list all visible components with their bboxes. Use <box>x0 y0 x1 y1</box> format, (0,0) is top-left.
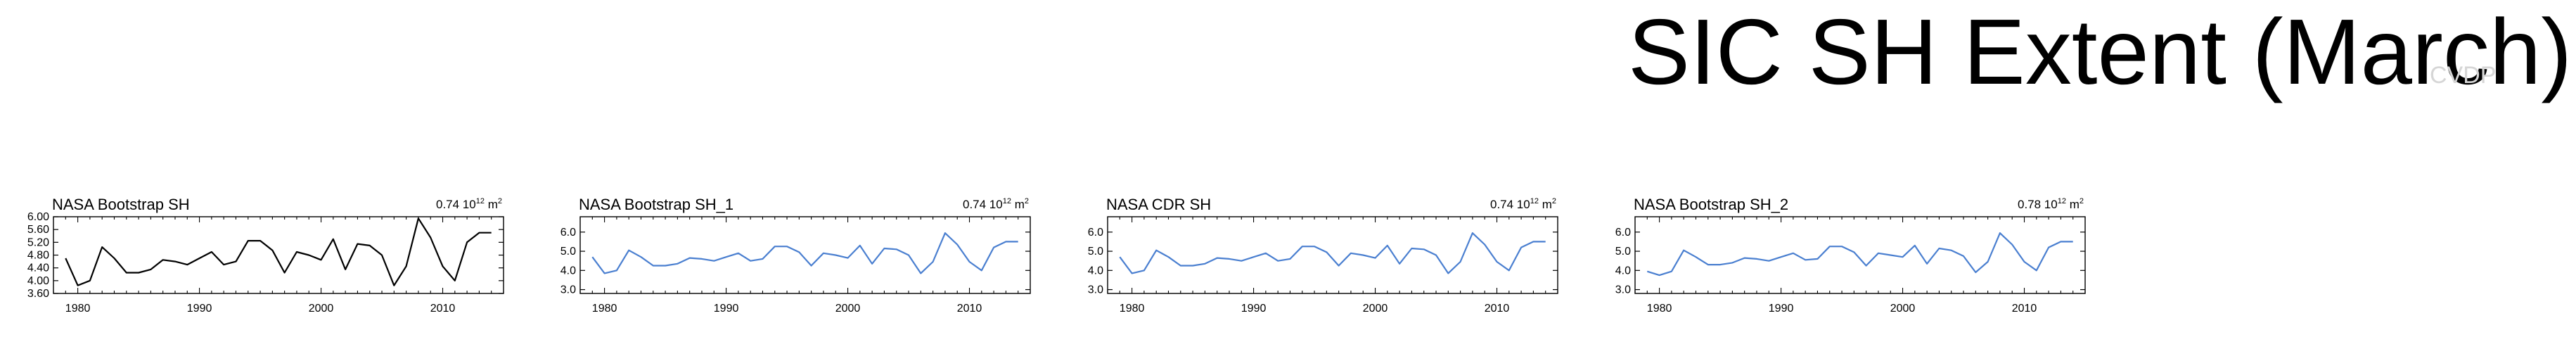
chart-panel-2: NASA Bootstrap SH_1 0.74 1012 m2 3.0 4.0 5.0… <box>560 196 1031 315</box>
y-tick-label: 6.00 <box>27 211 49 223</box>
y-tick-label: 4.0 <box>560 265 576 277</box>
y-tick-label: 4.40 <box>27 262 49 274</box>
y-tick-label: 5.20 <box>27 236 49 248</box>
panel-title: NASA CDR SH <box>1106 196 1211 213</box>
plot-frame <box>1634 216 2086 294</box>
chart-panel-3: NASA CDR SH 0.74 1012 m2 3.0 4.0 5.0 6.0 1980 1… <box>1088 196 1558 315</box>
panel-title: NASA Bootstrap SH_1 <box>579 196 733 213</box>
page-title: SIC SH Extent (March) <box>1628 0 2572 103</box>
y-tick-label: 3.0 <box>1615 284 1631 296</box>
y-tick-label: 4.80 <box>27 250 49 262</box>
y-tick-label: 3.0 <box>1088 284 1103 296</box>
y-tick-label: 5.0 <box>1615 246 1631 258</box>
plot-frame <box>1107 216 1558 294</box>
x-tick-label: 1990 <box>1769 303 1794 315</box>
y-tick-label: 5.60 <box>27 224 49 236</box>
x-tick-label: 2010 <box>957 303 982 315</box>
series-line <box>1119 232 1546 274</box>
panel-annotation: 0.78 1012 m2 <box>2018 197 2084 211</box>
y-tick-label: 4.00 <box>27 275 49 287</box>
x-tick-label: 2000 <box>835 303 861 315</box>
watermark-text: CVDP <box>2430 62 2497 89</box>
chart-panel-1: NASA Bootstrap SH 0.74 1012 m2 3.604.004.4… <box>27 196 504 315</box>
x-tick-label: 1980 <box>592 303 617 315</box>
panel-annotation: 0.74 1012 m2 <box>963 197 1029 211</box>
x-tick-label: 1990 <box>187 303 212 315</box>
x-tick-label: 1990 <box>714 303 739 315</box>
x-tick-label: 1980 <box>65 303 91 315</box>
panel-title: NASA Bootstrap SH_2 <box>1634 196 1788 213</box>
plot-frame <box>53 216 504 294</box>
x-tick-label: 2010 <box>1485 303 1510 315</box>
x-tick-label: 2000 <box>309 303 334 315</box>
panel-title: NASA Bootstrap SH <box>52 196 190 213</box>
y-tick-label: 6.0 <box>560 227 576 239</box>
x-tick-label: 1990 <box>1241 303 1267 315</box>
x-tick-label: 2010 <box>430 303 456 315</box>
x-tick-label: 2000 <box>1890 303 1916 315</box>
series-line <box>1646 232 2073 277</box>
y-tick-label: 6.0 <box>1088 227 1103 239</box>
y-tick-label: 4.0 <box>1088 265 1103 277</box>
x-tick-label: 1980 <box>1120 303 1145 315</box>
panel-annotation: 0.74 1012 m2 <box>1490 197 1556 211</box>
series-line <box>591 232 1018 274</box>
chart-panel-4: NASA Bootstrap SH_2 0.78 1012 m2 3.0 4.0 5.0… <box>1615 196 2086 315</box>
y-tick-label: 6.0 <box>1615 227 1631 239</box>
x-tick-label: 2010 <box>2012 303 2037 315</box>
plot-frame <box>579 216 1031 294</box>
x-tick-label: 1980 <box>1647 303 1672 315</box>
series-line <box>65 217 492 286</box>
x-tick-label: 2000 <box>1363 303 1388 315</box>
y-tick-label: 4.0 <box>1615 265 1631 277</box>
y-tick-label: 5.0 <box>1088 246 1103 258</box>
y-tick-label: 3.60 <box>27 288 49 300</box>
y-tick-label: 3.0 <box>560 284 576 296</box>
panel-annotation: 0.74 1012 m2 <box>436 197 502 211</box>
y-tick-label: 5.0 <box>560 246 576 258</box>
